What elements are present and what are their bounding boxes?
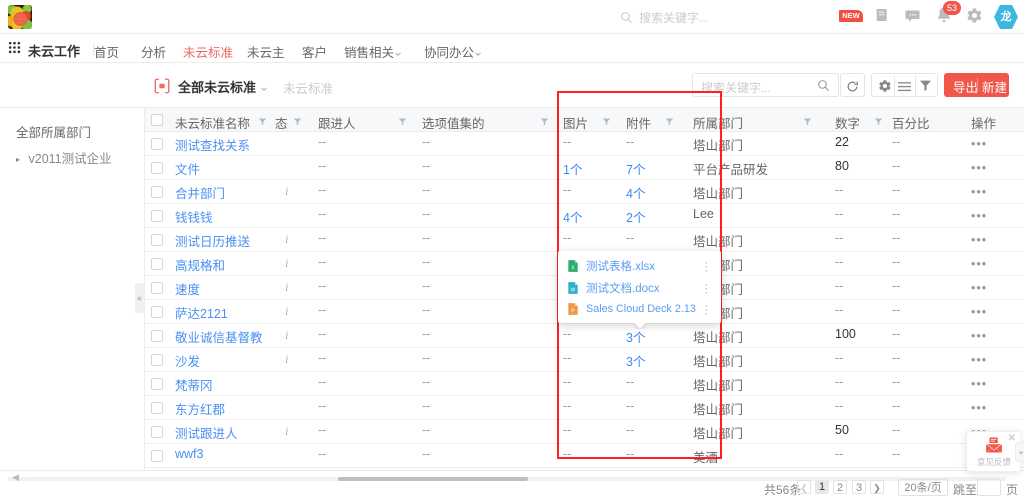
svg-text:X: X [571, 266, 575, 272]
svg-text:P: P [571, 309, 575, 315]
svg-text:W: W [571, 288, 576, 294]
